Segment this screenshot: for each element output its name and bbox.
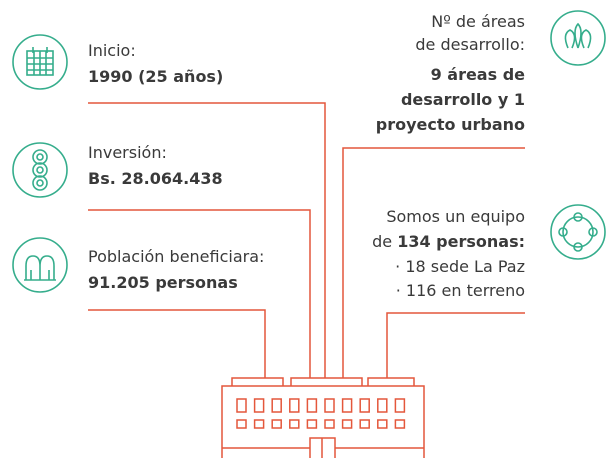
value: 1990 (25 años) — [88, 67, 223, 86]
window — [272, 420, 281, 428]
label: de — [372, 232, 392, 251]
label: Nº de áreas — [431, 12, 525, 31]
window — [307, 420, 316, 428]
window — [255, 399, 264, 412]
value: 91.205 personas — [88, 273, 238, 292]
window — [237, 420, 246, 428]
window — [255, 420, 264, 428]
label: Inicio: — [88, 41, 136, 60]
connector — [88, 310, 265, 378]
value: desarrollo y 1 — [401, 90, 525, 109]
icon-calendar — [13, 35, 67, 89]
connector — [387, 313, 525, 378]
window — [325, 399, 334, 412]
label: Población beneficiara: — [88, 247, 264, 266]
window — [290, 420, 299, 428]
building — [222, 378, 424, 458]
value: proyecto urbano — [376, 115, 525, 134]
window — [272, 399, 281, 412]
icon-coins — [13, 143, 67, 197]
window — [395, 399, 404, 412]
window — [360, 399, 369, 412]
window — [343, 420, 352, 428]
window — [290, 399, 299, 412]
label: Somos un equipo — [386, 207, 525, 226]
window — [343, 399, 352, 412]
window — [378, 399, 387, 412]
window — [237, 399, 246, 412]
connector — [88, 210, 310, 378]
window — [325, 420, 334, 428]
infographic: Inicio: 1990 (25 años) Inversión: Bs. 28… — [0, 0, 611, 458]
window — [378, 420, 387, 428]
label: Inversión: — [88, 143, 167, 162]
detail: · 18 sede La Paz — [395, 257, 525, 276]
window — [360, 420, 369, 428]
label: de desarrollo: — [415, 35, 525, 54]
detail: · 116 en terreno — [396, 281, 525, 300]
window — [307, 399, 316, 412]
value: Bs. 28.064.438 — [88, 169, 223, 188]
icon-team — [551, 205, 605, 259]
window — [395, 420, 404, 428]
team-line: de 134 personas: — [372, 232, 525, 251]
value: 9 áreas de — [431, 65, 526, 84]
value: 134 personas: — [397, 232, 525, 251]
icon-areas — [551, 11, 605, 65]
icon-people — [13, 238, 67, 292]
